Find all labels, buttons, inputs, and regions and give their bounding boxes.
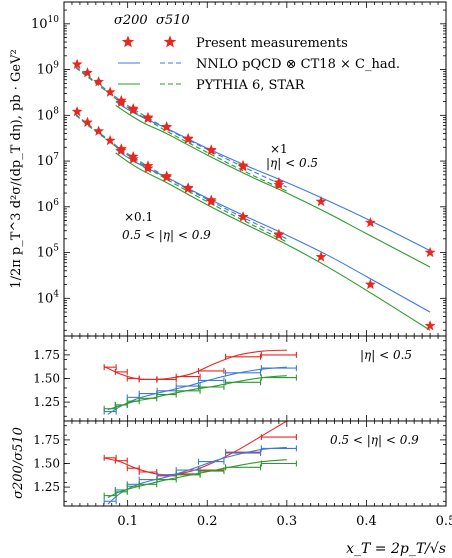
data-point-1-3 — [161, 121, 173, 132]
legend-entry-pythia: PYTHIA 6, STAR — [196, 78, 306, 93]
ratio-central-ytick-label: 1.75 — [33, 348, 60, 362]
ratio-central-pythia-fit-curve — [107, 375, 287, 411]
ratio-forward-y-ticks: 1.25 1.50 1.75 — [33, 425, 446, 502]
ratio-central-data-fit-curve — [103, 349, 287, 380]
x-axis: 0.1 0.2 0.3 0.4 0.5 — [71, 2, 452, 529]
main-ytick-label-exponent: 10 — [48, 15, 60, 25]
x-tick-label: 0.4 — [356, 514, 377, 529]
data-point-1-2 — [142, 112, 154, 124]
data-point-0-1 — [81, 67, 93, 78]
main-ytick-label: 104 — [37, 289, 60, 306]
main-ytick-label: 105 — [37, 244, 60, 261]
main-ytick-label: 106 — [37, 198, 60, 215]
main-ytick-label-exponent: 4 — [53, 289, 59, 299]
x-tick-label: 0.1 — [117, 514, 138, 529]
ratio-y-axis-label: σ200/σ510 — [11, 427, 26, 499]
main-ytick-label-exponent: 7 — [53, 152, 59, 162]
data-point-3-4 — [182, 182, 194, 194]
pythia-curve-11 — [75, 114, 288, 243]
ratio-forward-ytick-label: 1.50 — [33, 457, 60, 471]
main-ytick-label: 107 — [37, 152, 60, 169]
data-point-3-0 — [115, 144, 127, 156]
ratio-central-series — [103, 349, 297, 415]
data-point-1-0 — [115, 96, 127, 108]
annotation-central-eta: |η| < 0.5 — [266, 156, 318, 170]
ratio-forward-pythia-fit-curve — [107, 459, 287, 499]
data-point-1-1 — [127, 104, 139, 115]
data-point-2-1 — [81, 116, 93, 128]
ratio-forward-series — [103, 420, 297, 505]
legend-entry-nnlo: NNLO pQCD ⊗ CT18 × C_had. — [196, 57, 400, 72]
data-point-3-10 — [424, 320, 436, 331]
ratio-panel-forward: 1.25 1.50 1.75 0.5 < |η| < 0.9 — [33, 420, 447, 507]
pythia-curve-7 — [75, 67, 288, 192]
data-point-1-10 — [424, 246, 436, 258]
data-point-2-3 — [104, 134, 116, 146]
data-point-1-5 — [205, 144, 217, 156]
legend-marks — [118, 35, 182, 85]
data-point-3-2 — [142, 162, 154, 174]
data-point-0-3 — [104, 86, 116, 97]
data-point-3-7 — [273, 228, 285, 240]
annotation-forward-eta: 0.5 < |η| < 0.9 — [122, 228, 211, 242]
data-point-3-6 — [237, 211, 249, 222]
main-ytick-label-exponent: 9 — [53, 61, 59, 71]
legend: σ200 σ510 Present measurements NNLO pQCD… — [114, 13, 400, 93]
data-point-0-2 — [93, 76, 105, 87]
data-point-1-4 — [182, 133, 194, 144]
main-ytick-label-exponent: 8 — [53, 106, 59, 116]
data-point-1-7 — [273, 176, 285, 188]
main-ytick-label: 109 — [37, 61, 60, 78]
pythia-curve-6 — [115, 104, 431, 268]
data-point-2-2 — [93, 125, 105, 136]
main-curves — [75, 66, 431, 331]
legend-header-right: σ510 — [156, 13, 190, 28]
data-point-3-3 — [161, 171, 173, 183]
main-y-axis-label: 1/2π p_T^3 d²σ/(dp_T dη), pb · GeV² — [9, 49, 24, 288]
x-axis-label: x_T = 2p_T/√s — [346, 541, 446, 557]
ratio-forward-ytick-label: 1.75 — [33, 433, 60, 447]
legend-header-left: σ200 — [114, 13, 148, 28]
data-point-1-6 — [237, 159, 249, 171]
ratio-central-annotation: |η| < 0.5 — [360, 348, 412, 362]
ratio-forward-ytick-label: 1.25 — [33, 480, 60, 494]
x-tick-label: 0.3 — [276, 514, 297, 529]
ratio-panel-central: 1.25 1.50 1.75 |η| < 0.5 — [33, 335, 447, 422]
data-point-3-9 — [364, 278, 376, 290]
ratio-forward-annotation: 0.5 < |η| < 0.9 — [330, 433, 419, 447]
x-tick-label: 0.2 — [197, 514, 218, 529]
data-point-3-1 — [127, 153, 139, 164]
data-point-3-5 — [205, 195, 217, 207]
data-point-1-8 — [315, 195, 327, 207]
main-ytick-label-exponent: 5 — [53, 244, 59, 254]
data-point-2-0 — [71, 105, 83, 117]
data-point-0-0 — [71, 58, 83, 70]
x-tick-label: 0.5 — [436, 514, 452, 529]
main-ytick-label: 1010 — [31, 15, 59, 32]
ratio-forward-nnlo-fit-curve — [107, 446, 287, 505]
legend-star-510 — [163, 35, 177, 48]
annotation-forward-scale: ×0.1 — [124, 210, 153, 224]
legend-entry-data: Present measurements — [196, 36, 348, 51]
main-points — [71, 58, 436, 331]
legend-star-200 — [121, 35, 135, 48]
annotation-central-scale: ×1 — [270, 142, 288, 156]
data-point-3-8 — [315, 251, 327, 262]
main-ytick-label-exponent: 6 — [53, 198, 59, 208]
ratio-central-y-ticks: 1.25 1.50 1.75 — [33, 340, 446, 417]
ratio-central-ytick-label: 1.50 — [33, 372, 60, 386]
data-point-1-9 — [364, 216, 376, 228]
ratio-central-ytick-label: 1.25 — [33, 395, 60, 409]
pythia-curve-10 — [115, 152, 431, 331]
main-ytick-label: 108 — [37, 106, 60, 123]
